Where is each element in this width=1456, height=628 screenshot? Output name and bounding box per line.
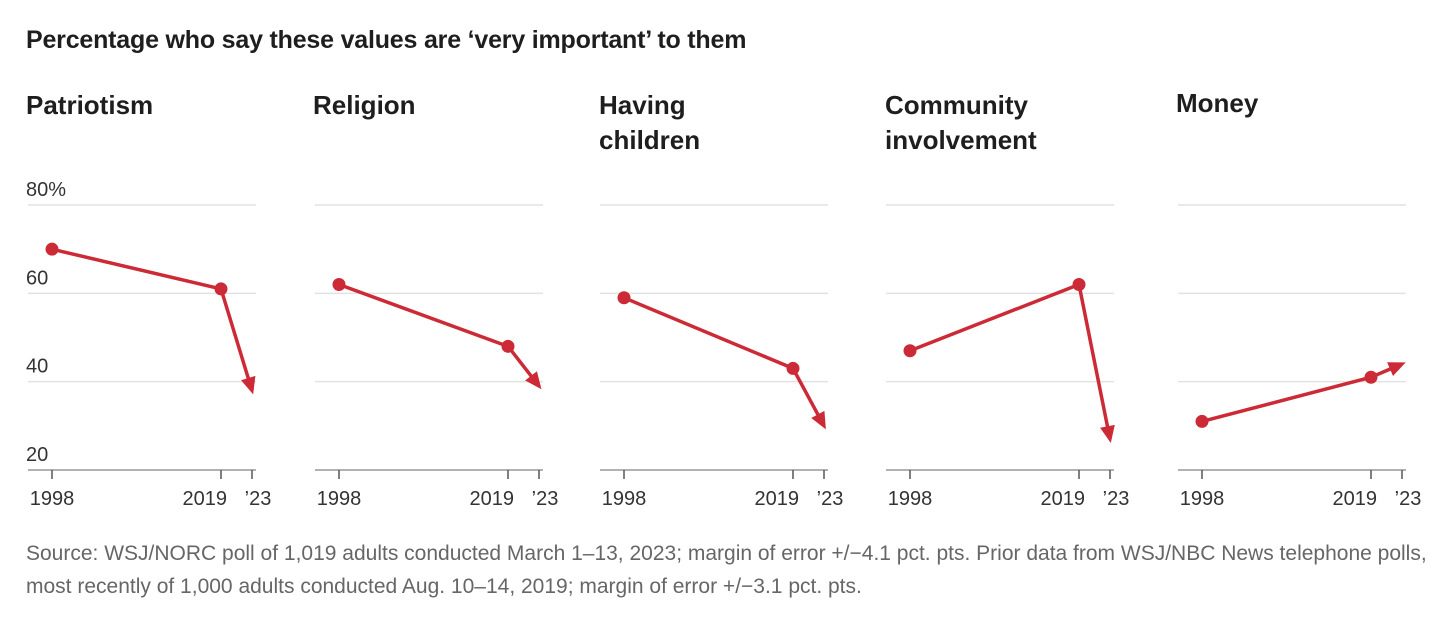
data-point [786, 361, 800, 375]
arrowhead-2023 [241, 375, 256, 395]
x-tick-label: ’23 [817, 488, 844, 510]
data-point [617, 291, 631, 305]
series-line-religion [338, 282, 541, 388]
x-tick-label: 1998 [30, 488, 75, 510]
arrowhead-2023 [525, 371, 542, 390]
data-point [903, 344, 917, 358]
y-tick-label: 60 [26, 267, 48, 289]
arrowhead-2023 [811, 410, 826, 430]
x-tick-label: ’23 [532, 488, 559, 510]
x-tick-label: ’23 [245, 488, 272, 510]
series-line-patriotism [51, 247, 254, 392]
x-tick-label: 1998 [1180, 488, 1225, 510]
y-tick-label: 20 [26, 444, 48, 466]
x-tick-label: 2019 [470, 488, 515, 510]
x-tick-label: 2019 [1333, 488, 1378, 510]
data-point [1072, 278, 1086, 291]
y-tick-label: 40 [26, 356, 48, 378]
series-line-having-children [623, 296, 826, 427]
panel-title-religion: Religion [313, 90, 416, 120]
data-point [214, 282, 228, 296]
series-line-community-involvement [909, 282, 1112, 440]
y-tick-label: 80% [26, 179, 66, 201]
panel-title-community-involvement: Community involvement [885, 90, 1037, 155]
panel-title-money: Money [1176, 88, 1259, 118]
source-note: Source: WSJ/NORC poll of 1,019 adults co… [26, 542, 1427, 598]
x-tick-label: 1998 [602, 488, 647, 510]
panel-title-patriotism: Patriotism [26, 90, 154, 120]
data-point [45, 242, 59, 256]
panel-title-having-children: Having children [599, 90, 701, 155]
x-tick-label: ’23 [1103, 488, 1130, 510]
small-multiples-chart: 20 40 60 80% 1998 2019 ’23 1998 2019 ’23 1998 2019 ’… [26, 179, 1422, 510]
arrowhead-2023 [1387, 362, 1406, 377]
x-tick-label: ’23 [1395, 488, 1422, 510]
chart-title: Percentage who say these values are ‘ver… [26, 26, 747, 54]
x-tick-label: 1998 [888, 488, 933, 510]
x-tick-label: 2019 [183, 488, 228, 510]
x-tick-label: 1998 [317, 488, 362, 510]
arrowhead-2023 [1100, 424, 1115, 444]
data-point [1195, 414, 1209, 428]
x-tick-label: 2019 [755, 488, 800, 510]
x-tick-label: 2019 [1041, 488, 1086, 510]
data-point [1364, 370, 1378, 384]
data-point [332, 278, 346, 291]
data-point [501, 339, 515, 353]
